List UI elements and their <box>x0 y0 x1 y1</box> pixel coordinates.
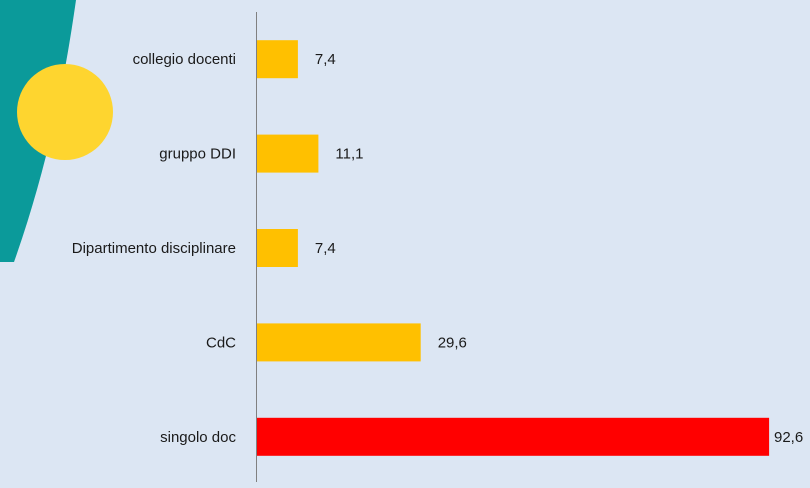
category-label: CdC <box>206 334 236 351</box>
bar-1 <box>257 134 319 173</box>
bar-4 <box>257 417 770 456</box>
bar-3 <box>257 323 421 362</box>
data-label: 29,6 <box>438 334 467 351</box>
decorative-yellow-circle <box>17 64 113 160</box>
category-label: Dipartimento disciplinare <box>72 240 236 257</box>
data-label: 7,4 <box>315 51 336 68</box>
bars-layer <box>257 40 770 456</box>
bar-0 <box>257 40 298 79</box>
data-label: 92,6 <box>774 429 803 446</box>
labels-layer: collegio docenti 7,4 gruppo DDI 11,1 Diparti… <box>72 51 803 446</box>
category-label: collegio docenti <box>133 51 236 68</box>
category-label: singolo doc <box>160 429 236 446</box>
data-label: 7,4 <box>315 240 336 257</box>
category-label: gruppo DDI <box>159 146 236 163</box>
bar-2 <box>257 229 298 267</box>
data-label: 11,1 <box>335 146 363 163</box>
